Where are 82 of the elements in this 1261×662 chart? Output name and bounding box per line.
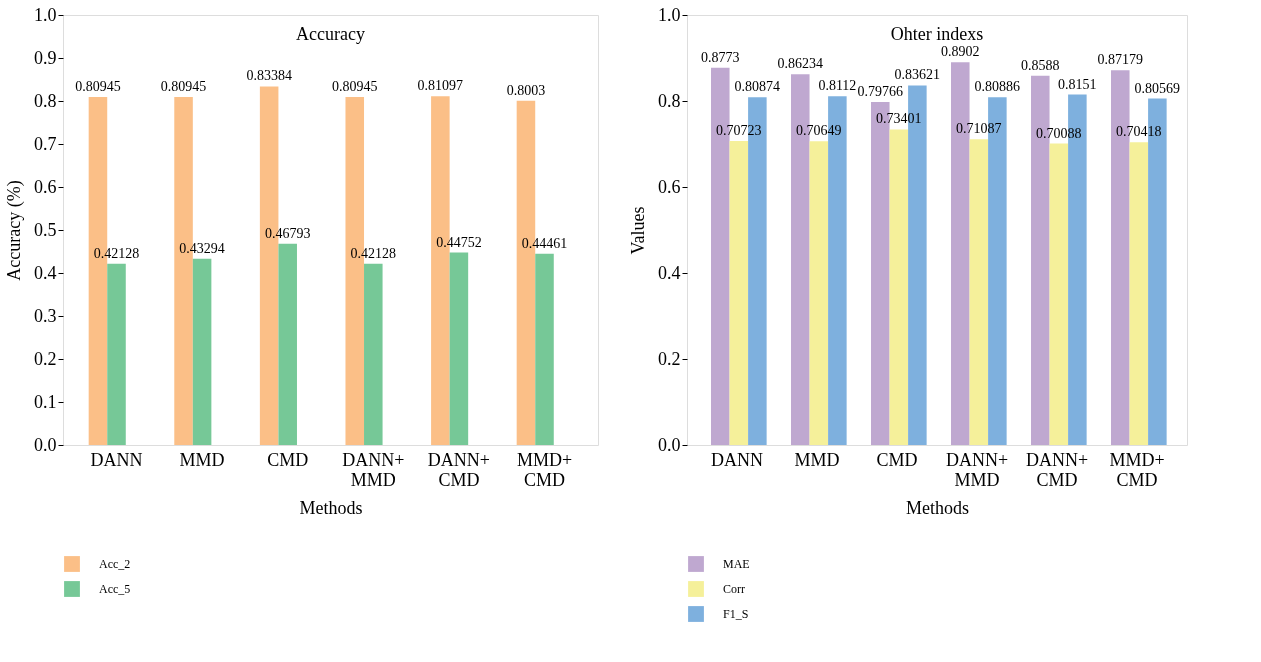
bar	[1129, 142, 1149, 445]
data-label: 0.44461	[521, 235, 568, 251]
data-label: 0.83384	[246, 68, 292, 84]
data-label: 0.44752	[436, 234, 482, 250]
data-label: 0.43294	[179, 240, 225, 256]
data-label: 0.87179	[1097, 52, 1144, 68]
y-axis-title: Accuracy (%)	[4, 180, 25, 281]
bar	[107, 263, 126, 445]
x-tick-label: DANN+ MMD	[342, 449, 405, 490]
y-tick-label: 0.9	[34, 47, 57, 68]
bar	[278, 243, 297, 445]
y-tick-label: 0.4	[34, 262, 57, 283]
data-label: 0.70418	[1116, 124, 1162, 140]
x-tick-label: MMD	[179, 449, 225, 470]
x-tick-label: CMD	[876, 449, 918, 470]
data-label: 0.8112	[818, 78, 857, 94]
legend-label: Corr	[723, 582, 745, 596]
bar	[729, 140, 749, 445]
legend-label: F1_S	[723, 607, 749, 621]
x-tick-label: DANN	[90, 449, 143, 470]
data-label: 0.8902	[941, 44, 980, 60]
data-label: 0.80886	[974, 79, 1021, 95]
data-label: 0.86234	[777, 56, 824, 72]
x-tick-label: DANN	[711, 449, 763, 470]
legend-label: MAE	[723, 557, 750, 571]
x-tick-label: CMD	[267, 449, 309, 470]
data-label: 0.70723	[716, 122, 762, 138]
bar	[809, 141, 829, 445]
bar	[192, 258, 212, 445]
y-tick-label: 0.6	[658, 176, 681, 197]
y-tick-label: 0.1	[34, 391, 57, 412]
y-tick-label: 0.0	[658, 434, 681, 455]
data-label: 0.80569	[1134, 80, 1181, 96]
data-label: 0.71087	[956, 121, 1002, 137]
y-tick-label: 0.2	[658, 348, 681, 369]
data-label: 0.70649	[796, 123, 842, 139]
y-tick-label: 0.5	[34, 219, 57, 240]
data-label: 0.8151	[1058, 76, 1097, 92]
data-label: 0.79766	[857, 84, 904, 100]
y-tick-label: 0.8	[34, 90, 57, 111]
data-label: 0.42128	[350, 245, 397, 261]
bar	[535, 253, 554, 445]
data-label: 0.80874	[734, 79, 781, 95]
data-label: 0.81097	[417, 78, 464, 94]
x-tick-label: DANN+ CMD	[427, 449, 490, 490]
y-tick-label: 0.4	[658, 262, 681, 283]
x-tick-label: DANN+ CMD	[1025, 449, 1089, 490]
y-axis-title: Values	[628, 206, 648, 255]
data-label: 0.8003	[506, 82, 546, 98]
y-tick-label: 0.3	[34, 305, 57, 326]
x-axis-title: Methods	[906, 497, 969, 518]
data-label: 0.83621	[894, 67, 941, 83]
data-label: 0.46793	[264, 225, 311, 241]
bar	[364, 263, 383, 445]
data-label: 0.70088	[1036, 125, 1082, 141]
bar	[449, 252, 469, 445]
y-tick-label: 0.2	[34, 348, 57, 369]
data-label: 0.8773	[701, 49, 740, 65]
bar	[889, 129, 909, 445]
x-tick-label: MMD+ CMD	[516, 449, 573, 490]
x-axis-title: Methods	[299, 497, 363, 518]
y-tick-label: 0.7	[34, 133, 57, 154]
bar	[969, 139, 989, 445]
x-tick-label: MMD+ CMD	[1109, 449, 1165, 490]
y-tick-label: 1.0	[34, 4, 57, 25]
legend-label: Acc_5	[99, 582, 131, 596]
bar	[1049, 143, 1069, 445]
data-label: 0.42128	[93, 245, 140, 261]
y-tick-label: 1.0	[658, 4, 681, 25]
y-tick-label: 0.8	[658, 90, 681, 111]
y-tick-label: 0.0	[34, 434, 57, 455]
text: Accuracy	[296, 24, 365, 44]
data-label: 0.8588	[1021, 57, 1060, 73]
data-label: 0.80945	[332, 78, 378, 94]
data-label: 0.80945	[160, 78, 207, 94]
x-tick-label: DANN+ MMD	[945, 449, 1009, 490]
data-label: 0.73401	[876, 111, 922, 127]
y-tick-label: 0.6	[34, 176, 57, 197]
legend-label: Acc_2	[99, 557, 131, 571]
data-label: 0.80945	[75, 78, 121, 94]
text: Ohter indexs	[890, 24, 984, 44]
x-tick-label: MMD	[794, 449, 840, 470]
